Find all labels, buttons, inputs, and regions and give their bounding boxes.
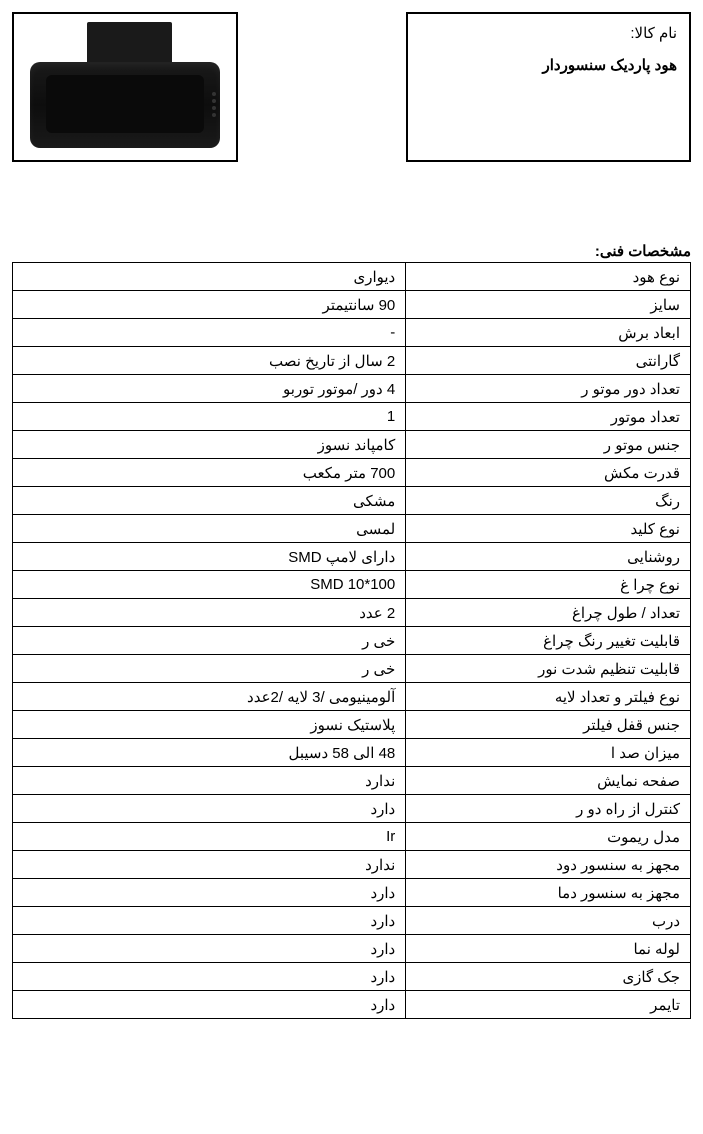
spec-label: مجهز به سنسور دود bbox=[406, 851, 691, 879]
spec-label: تعداد دور موتو ر bbox=[406, 375, 691, 403]
spec-label: مدل ریموت bbox=[406, 823, 691, 851]
spec-value: SMD 10*100 bbox=[13, 571, 406, 599]
table-row: نوع فیلتر و تعداد لایهآلومینیومی /3 لایه… bbox=[13, 683, 691, 711]
table-row: صفحه نمایشندارد bbox=[13, 767, 691, 795]
table-row: قدرت مکش700 متر مکعب bbox=[13, 459, 691, 487]
spec-value: کامپاند نسوز bbox=[13, 431, 406, 459]
table-row: گارانتی2 سال از تاریخ نصب bbox=[13, 347, 691, 375]
spec-value: خی ر bbox=[13, 655, 406, 683]
spec-value: مشکی bbox=[13, 487, 406, 515]
spec-value: آلومینیومی /3 لایه /2عدد bbox=[13, 683, 406, 711]
table-row: رنگمشکی bbox=[13, 487, 691, 515]
table-row: میزان صد ا48 الی 58 دسیبل bbox=[13, 739, 691, 767]
spec-value: دارد bbox=[13, 991, 406, 1019]
spec-value: دارد bbox=[13, 879, 406, 907]
spec-value: 700 متر مکعب bbox=[13, 459, 406, 487]
spec-value: خی ر bbox=[13, 627, 406, 655]
specs-section-title: مشخصات فنی: bbox=[12, 242, 691, 260]
table-row: نوع چرا غSMD 10*100 bbox=[13, 571, 691, 599]
hood-body bbox=[30, 62, 220, 148]
spec-label: جک گازی bbox=[406, 963, 691, 991]
product-image-box bbox=[12, 12, 238, 162]
table-row: تایمردارد bbox=[13, 991, 691, 1019]
spec-label: تعداد موتور bbox=[406, 403, 691, 431]
spec-label: نوع کلید bbox=[406, 515, 691, 543]
spec-value: 1 bbox=[13, 403, 406, 431]
spec-label: تعداد / طول چراغ bbox=[406, 599, 691, 627]
spec-label: نوع چرا غ bbox=[406, 571, 691, 599]
spec-value: دارد bbox=[13, 935, 406, 963]
table-row: جنس موتو رکامپاند نسوز bbox=[13, 431, 691, 459]
table-row: روشناییدارای لامپ SMD bbox=[13, 543, 691, 571]
spec-label: قابلیت تغییر رنگ چراغ bbox=[406, 627, 691, 655]
spec-value: 4 دور /موتور توربو bbox=[13, 375, 406, 403]
spec-label: روشنایی bbox=[406, 543, 691, 571]
specs-table: نوع هوددیواریسایز90 سانتیمترابعاد برش-گا… bbox=[12, 262, 691, 1019]
header-row: نام کالا: هود پاردیک سنسوردار bbox=[12, 12, 691, 162]
spec-label: صفحه نمایش bbox=[406, 767, 691, 795]
table-row: ابعاد برش- bbox=[13, 319, 691, 347]
title-value: هود پاردیک سنسوردار bbox=[420, 56, 677, 74]
spec-value: 90 سانتیمتر bbox=[13, 291, 406, 319]
table-row: تعداد / طول چراغ2 عدد bbox=[13, 599, 691, 627]
table-row: جک گازیدارد bbox=[13, 963, 691, 991]
spec-value: 48 الی 58 دسیبل bbox=[13, 739, 406, 767]
spec-label: گارانتی bbox=[406, 347, 691, 375]
spec-label: نوع فیلتر و تعداد لایه bbox=[406, 683, 691, 711]
table-row: نوع کلیدلمسی bbox=[13, 515, 691, 543]
table-row: مجهز به سنسور دمادارد bbox=[13, 879, 691, 907]
table-row: کنترل از راه دو ردارد bbox=[13, 795, 691, 823]
spec-value: دیواری bbox=[13, 263, 406, 291]
spec-label: میزان صد ا bbox=[406, 739, 691, 767]
spec-value: 2 سال از تاریخ نصب bbox=[13, 347, 406, 375]
spec-label: سایز bbox=[406, 291, 691, 319]
hood-control-icons bbox=[208, 92, 216, 117]
spec-value: - bbox=[13, 319, 406, 347]
spec-value: دارد bbox=[13, 963, 406, 991]
spec-label: رنگ bbox=[406, 487, 691, 515]
spec-label: درب bbox=[406, 907, 691, 935]
spec-value: دارد bbox=[13, 907, 406, 935]
spec-label: لوله نما bbox=[406, 935, 691, 963]
hood-glass-panel bbox=[46, 75, 204, 133]
spec-value: دارد bbox=[13, 795, 406, 823]
table-row: قابلیت تغییر رنگ چراغخی ر bbox=[13, 627, 691, 655]
spec-value: 2 عدد bbox=[13, 599, 406, 627]
spec-label: قدرت مکش bbox=[406, 459, 691, 487]
spec-label: تایمر bbox=[406, 991, 691, 1019]
table-row: تعداد موتور1 bbox=[13, 403, 691, 431]
table-row: دربدارد bbox=[13, 907, 691, 935]
spec-label: مجهز به سنسور دما bbox=[406, 879, 691, 907]
spec-value: ندارد bbox=[13, 767, 406, 795]
product-image bbox=[22, 22, 228, 152]
spec-label: کنترل از راه دو ر bbox=[406, 795, 691, 823]
product-title-box: نام کالا: هود پاردیک سنسوردار bbox=[406, 12, 691, 162]
table-row: تعداد دور موتو ر4 دور /موتور توربو bbox=[13, 375, 691, 403]
table-row: جنس قفل فیلترپلاستیک نسوز bbox=[13, 711, 691, 739]
table-row: نوع هوددیواری bbox=[13, 263, 691, 291]
title-label: نام کالا: bbox=[420, 24, 677, 42]
spec-label: قابلیت تنظیم شدت نور bbox=[406, 655, 691, 683]
spec-value: دارای لامپ SMD bbox=[13, 543, 406, 571]
table-row: مدل ریموتIr bbox=[13, 823, 691, 851]
spec-label: جنس قفل فیلتر bbox=[406, 711, 691, 739]
spec-value: ندارد bbox=[13, 851, 406, 879]
spec-label: نوع هود bbox=[406, 263, 691, 291]
table-row: لوله نمادارد bbox=[13, 935, 691, 963]
spec-value: پلاستیک نسوز bbox=[13, 711, 406, 739]
table-row: سایز90 سانتیمتر bbox=[13, 291, 691, 319]
spec-value: لمسی bbox=[13, 515, 406, 543]
table-row: قابلیت تنظیم شدت نورخی ر bbox=[13, 655, 691, 683]
spec-label: جنس موتو ر bbox=[406, 431, 691, 459]
spec-label: ابعاد برش bbox=[406, 319, 691, 347]
spec-value: Ir bbox=[13, 823, 406, 851]
table-row: مجهز به سنسور دودندارد bbox=[13, 851, 691, 879]
